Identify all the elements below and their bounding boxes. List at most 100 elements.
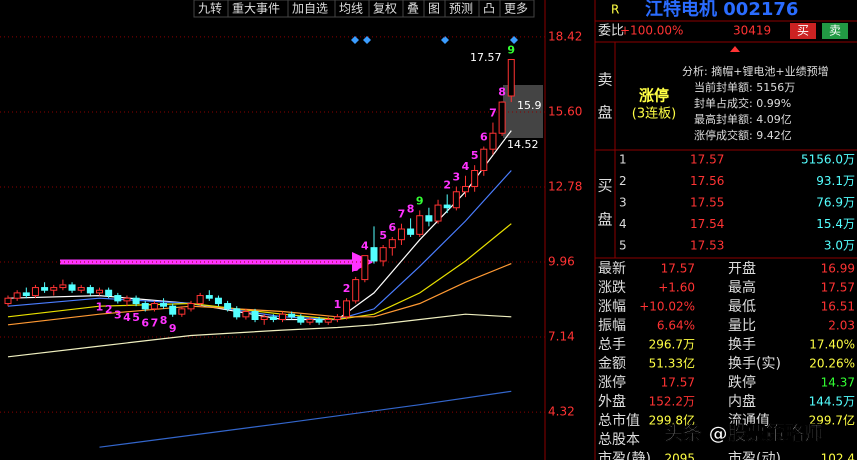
- candle-body: [407, 228, 415, 235]
- value: +100.00%: [620, 24, 683, 38]
- stat-label: 量比: [728, 318, 756, 334]
- side-label: 盘: [597, 104, 612, 122]
- flag: R: [611, 3, 619, 17]
- nine-turn-label: 5: [379, 229, 387, 242]
- stat-label: 最高: [728, 279, 756, 296]
- candle-body: [68, 284, 76, 291]
- y-tick-label: 4.32: [548, 405, 575, 419]
- nine-turn-label: 6: [141, 317, 149, 330]
- watermark: 头条 @股票策略师: [664, 422, 823, 445]
- toolbar-button[interactable]: 复权: [373, 2, 397, 16]
- candle-body: [480, 148, 488, 171]
- stat-label: 总股本: [598, 432, 640, 448]
- stat-value: 144.5万: [809, 395, 855, 409]
- candle-body: [260, 316, 268, 320]
- toolbar-button[interactable]: 加自选: [292, 2, 328, 16]
- toolbar-button[interactable]: 叠: [407, 2, 419, 16]
- bid-level: 3: [619, 196, 627, 210]
- stat-value: 17.57: [821, 281, 855, 295]
- candle-body: [288, 313, 296, 318]
- nine-turn-label: 3: [114, 309, 122, 322]
- sell-button-bg[interactable]: [822, 23, 848, 39]
- toolbar-button[interactable]: 图: [428, 2, 440, 16]
- bid-volume: 3.0万: [824, 239, 855, 253]
- stat-label: 最新: [598, 261, 626, 277]
- stat-label: 涨幅: [598, 299, 626, 315]
- nine-turn-label: 8: [498, 85, 506, 98]
- marker: [510, 36, 518, 44]
- y-tick-label: 18.42: [548, 29, 582, 43]
- signal-markers: [351, 36, 518, 44]
- stat-label: 金额: [598, 356, 626, 372]
- stat-value: +10.02%: [639, 300, 695, 314]
- bid-price: 17.55: [690, 196, 724, 210]
- candle-body: [361, 255, 369, 281]
- moving-average: [7, 170, 512, 321]
- stat-value: 17.57: [661, 376, 695, 390]
- candle-body: [443, 204, 451, 209]
- candle-body: [416, 215, 424, 235]
- nine-turn-label: 3: [352, 261, 360, 274]
- toolbar-button[interactable]: 更多: [504, 2, 528, 16]
- nine-turn-label: 4: [123, 311, 131, 324]
- nine-turn-label: 5: [471, 149, 479, 162]
- value: 30419: [733, 24, 771, 38]
- candle-body: [425, 215, 433, 222]
- toolbar-button-bg[interactable]: [499, 0, 535, 18]
- stat-value: 296.7万: [649, 338, 695, 352]
- candle-body: [507, 59, 515, 97]
- toolbar-button[interactable]: 预测: [449, 2, 473, 16]
- stat-value: 51.33亿: [649, 356, 695, 371]
- stat-label: 换手(实): [728, 355, 781, 372]
- analysis-line: 分析: 摘帽+锂电池+业绩预增: [682, 64, 829, 78]
- bid-price: 17.54: [690, 217, 724, 231]
- stat-value: 16.51: [821, 300, 855, 314]
- nine-turn-label: 6: [388, 221, 396, 234]
- indicator-arrow: [730, 46, 740, 52]
- candle-body: [205, 295, 213, 299]
- stat-label: 流通值: [728, 413, 770, 429]
- nine-turn-label: 7: [398, 208, 406, 221]
- stat-value: 14.37: [821, 376, 855, 390]
- moving-average: [7, 223, 512, 321]
- stat-label: 外盘: [598, 393, 626, 410]
- toolbar-button[interactable]: 重大事件: [232, 2, 280, 16]
- buy-button[interactable]: 买: [797, 24, 809, 38]
- candle-body: [196, 295, 204, 305]
- toolbar-button[interactable]: 凸: [483, 2, 495, 16]
- candle-body: [123, 297, 131, 302]
- bid-level: 4: [619, 217, 627, 231]
- candle-body: [160, 303, 168, 307]
- candle-body: [178, 308, 186, 315]
- price-annotation: 14.52: [507, 138, 539, 151]
- nine-turn-label: 8: [160, 314, 168, 327]
- moving-average: [99, 390, 512, 448]
- moving-average: [7, 313, 512, 358]
- candle-body: [352, 279, 360, 302]
- candle-body: [242, 311, 250, 318]
- sell-button[interactable]: 卖: [829, 24, 841, 38]
- nine-turn-label: 4: [361, 240, 369, 253]
- candle-body: [96, 289, 103, 294]
- candle-body: [315, 318, 323, 323]
- nine-turn-label: 6: [480, 131, 488, 144]
- nine-turn-label: 7: [489, 107, 497, 120]
- buy-button-bg[interactable]: [790, 23, 816, 39]
- side-label: 卖: [597, 71, 612, 89]
- toolbar-button[interactable]: 九转: [198, 1, 222, 16]
- bid-level: 5: [619, 239, 627, 253]
- analysis-line: 涨停成交额: 9.42亿: [694, 128, 792, 142]
- stat-label: 换手: [728, 336, 756, 353]
- candle-body: [489, 132, 497, 150]
- limit-title: 涨停: [639, 87, 669, 105]
- stat-value: 2095: [664, 452, 695, 460]
- nine-turn-label: 7: [151, 317, 159, 330]
- toolbar-button[interactable]: 均线: [339, 2, 363, 16]
- candle-body: [370, 247, 378, 262]
- nine-turn-label: 2: [343, 282, 351, 295]
- candle-body: [498, 101, 506, 134]
- stat-value: 299.8亿: [649, 413, 695, 428]
- marker: [441, 36, 449, 44]
- candle-body: [462, 185, 469, 193]
- stat-value: 17.57: [661, 262, 695, 276]
